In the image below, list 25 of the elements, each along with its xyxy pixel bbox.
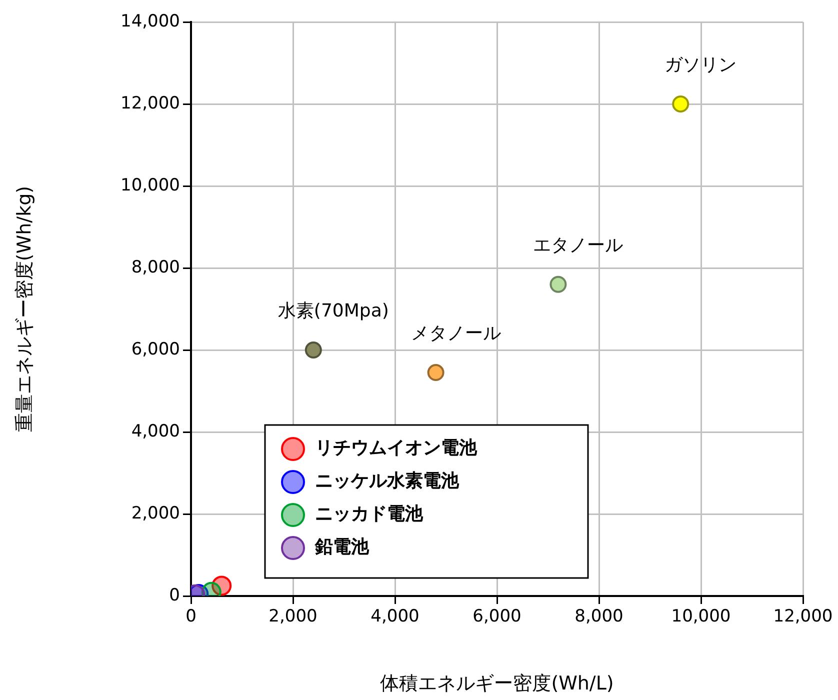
x-tick-label: 12,000 xyxy=(773,606,833,627)
x-tick-label: 0 xyxy=(186,606,196,627)
x-tick-label: 10,000 xyxy=(671,606,731,627)
legend-label: 鉛電池 xyxy=(314,536,370,558)
annotation: メタノール xyxy=(410,323,501,344)
y-tick-label: 6,000 xyxy=(131,339,180,360)
annotation: ガソリン xyxy=(664,54,737,76)
y-tick-label: 2,000 xyxy=(131,503,180,524)
legend-label: ニッカド電池 xyxy=(315,504,424,525)
x-tick-label: 4,000 xyxy=(370,606,420,627)
x-tick-label: 2,000 xyxy=(268,606,318,627)
annotation: 水素(70Mpa) xyxy=(278,300,389,322)
legend-label: リチウムイオン電池 xyxy=(315,438,478,459)
x-axis-title: 体積エネルギー密度(Wh/L) xyxy=(380,672,614,695)
x-tick-label: 8,000 xyxy=(574,606,624,627)
legend-label: ニッケル水素電池 xyxy=(315,470,460,492)
x-tick-label: 6,000 xyxy=(472,606,522,627)
y-axis-title: 重量エネルギー密度(Wh/kg) xyxy=(13,186,36,432)
y-tick-label: 0 xyxy=(169,585,180,606)
y-tick-label: 8,000 xyxy=(131,257,180,278)
y-tick-label: 4,000 xyxy=(131,421,180,442)
annotation: エタノール xyxy=(533,235,624,256)
y-tick-label: 10,000 xyxy=(120,175,180,196)
y-tick-label: 12,000 xyxy=(120,93,180,114)
y-tick-label: 14,000 xyxy=(120,11,180,32)
